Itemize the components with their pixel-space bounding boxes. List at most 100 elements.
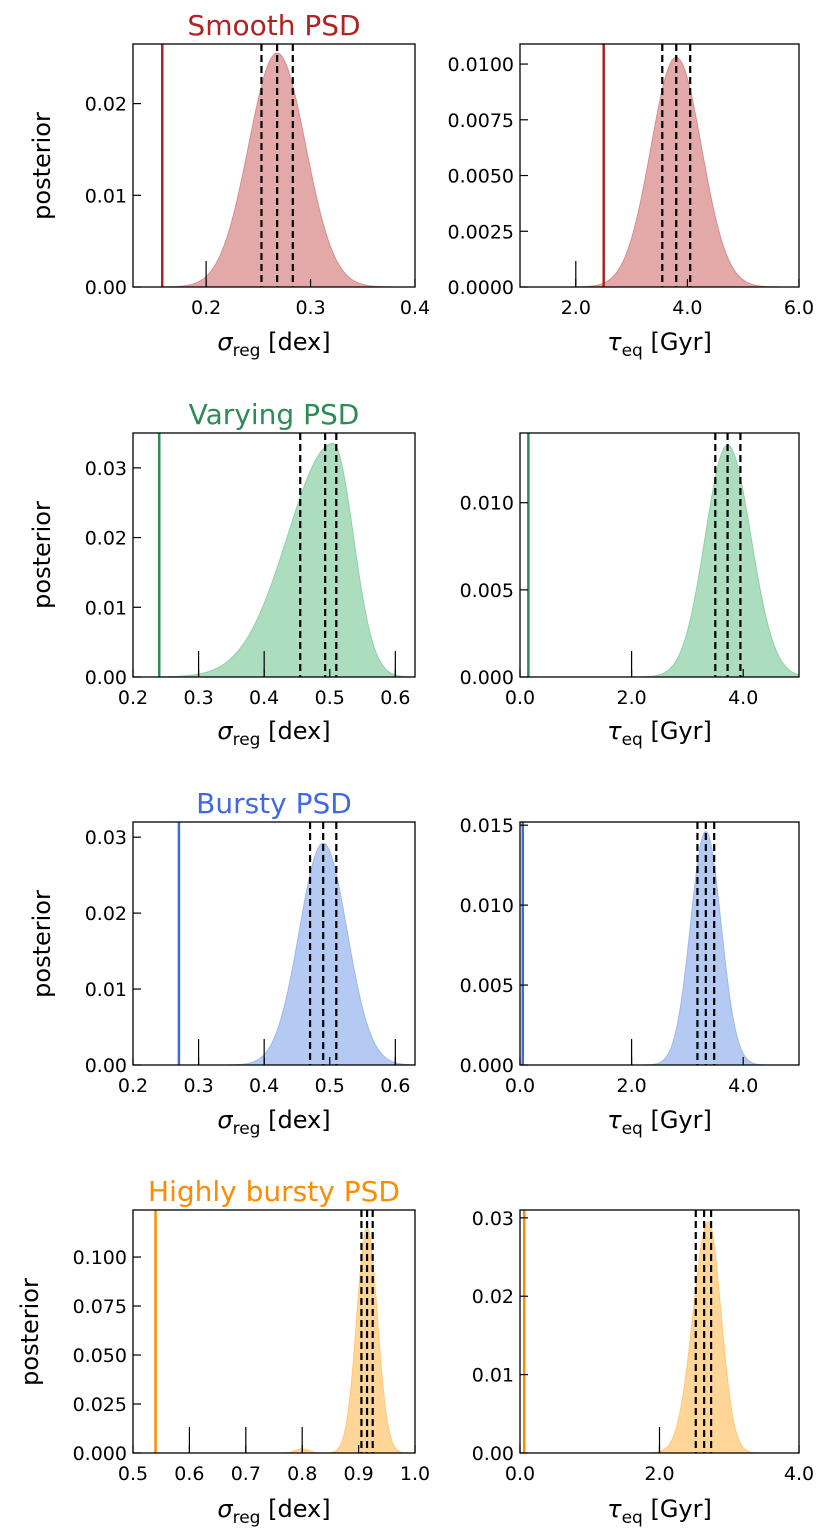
posterior-area [520, 831, 799, 1066]
x-tick-label: 0.5 [315, 687, 345, 709]
axis-unit: [dex] [260, 717, 330, 745]
axes-frame [519, 43, 800, 288]
axis-symbol: σ [217, 1495, 233, 1523]
axes-frame [132, 1209, 416, 1454]
axes-frame [519, 821, 800, 1066]
axes-frame [132, 432, 416, 678]
panel-varying-sigma: 0.2 0.3 0.4 0.5 0.6 0.00 0.01 0.02 0.03 σreg [dex… [28, 398, 416, 750]
axis-symbol: τ [607, 1106, 622, 1134]
axis-subscript: reg [233, 341, 261, 361]
posterior-area [520, 1221, 799, 1454]
panel-smooth-sigma: 0.2 0.3 0.4 0.00 0.01 0.02 σreg [dex] Smooth PS… [28, 9, 430, 361]
axis-unit: [Gyr] [643, 1106, 712, 1134]
axis-unit: [Gyr] [643, 717, 712, 745]
axis-unit: [dex] [260, 328, 330, 356]
y-tick-label: 0.00 [85, 1055, 127, 1077]
x-tick-label: 0.2 [191, 297, 221, 319]
x-tick-label: 4.0 [728, 1075, 758, 1097]
panel-title: Varying PSD [189, 398, 360, 431]
x-tick-label: 0.7 [231, 1463, 261, 1485]
x-tick-label: 6.0 [784, 297, 814, 319]
x-tick-label: 0.3 [183, 687, 213, 709]
panel-varying-tau: 0.0 2.0 4.0 0.000 0.005 0.010 τeq [Gyr] [460, 432, 800, 750]
x-axis-label: σreg [dex] [217, 1495, 330, 1528]
y-tick-label: 0.0050 [448, 166, 514, 188]
y-tick-label: 0.100 [73, 1247, 127, 1269]
axis-unit: [Gyr] [643, 328, 712, 356]
x-axis-label: σreg [dex] [217, 1106, 330, 1139]
x-tick-label: 0.9 [343, 1463, 373, 1485]
x-axis-label: τeq [Gyr] [607, 1495, 712, 1528]
x-tick-label: 4.0 [784, 1463, 814, 1485]
y-tick-label: 0.0025 [448, 221, 514, 243]
x-tick-label: 0.6 [380, 687, 410, 709]
axes-frame [132, 43, 416, 288]
axis-symbol: σ [217, 328, 233, 356]
x-tick-label: 0.6 [174, 1463, 204, 1485]
y-tick-label: 0.025 [73, 1394, 127, 1416]
x-axis-label: σreg [dex] [217, 328, 330, 361]
y-tick-label: 0.00 [472, 1443, 514, 1465]
panel-title: Highly bursty PSD [148, 1175, 400, 1208]
posterior-area [132, 442, 416, 678]
y-tick-label: 0.000 [73, 1443, 127, 1465]
x-tick-label: 0.0 [505, 687, 535, 709]
x-tick-label: 2.0 [616, 1075, 646, 1097]
y-tick-label: 0.01 [85, 185, 127, 207]
panel-title: Bursty PSD [196, 787, 352, 820]
x-axis-label: σreg [dex] [217, 717, 330, 750]
panel-bursty-tau: 0.0 2.0 4.0 0.000 0.005 0.010 0.015 τeq [Gyr] [460, 815, 800, 1139]
x-tick-label: 4.0 [672, 297, 702, 319]
y-tick-label: 0.010 [460, 493, 514, 515]
x-tick-label: 0.2 [118, 687, 148, 709]
axis-unit: [Gyr] [643, 1495, 712, 1523]
y-tick-label: 0.0100 [448, 54, 514, 76]
x-tick-label: 2.0 [616, 687, 646, 709]
axis-symbol: τ [607, 1495, 622, 1523]
axes-frame [519, 432, 800, 678]
x-tick-label: 2.0 [561, 297, 591, 319]
axis-symbol: σ [217, 1106, 233, 1134]
y-axis-label: posterior [28, 501, 56, 609]
y-tick-label: 0.03 [85, 827, 127, 849]
y-tick-label: 0.0000 [448, 277, 514, 299]
panel-title: Smooth PSD [187, 9, 360, 42]
y-tick-label: 0.02 [85, 903, 127, 925]
y-axis-label: posterior [16, 1278, 44, 1386]
x-tick-label: 0.4 [400, 297, 430, 319]
y-tick-label: 0.050 [73, 1345, 127, 1367]
axis-unit: [dex] [260, 1495, 330, 1523]
y-tick-label: 0.0075 [448, 110, 514, 132]
x-axis-label: τeq [Gyr] [607, 1106, 712, 1139]
x-tick-label: 0.5 [118, 1463, 148, 1485]
axes-frame [132, 821, 416, 1066]
x-tick-label: 0.4 [249, 687, 279, 709]
posterior-area [520, 444, 800, 678]
panel-smooth-tau: 2.0 4.0 6.0 0.0000 0.0025 0.0050 0.0075 0.0100 τ… [448, 43, 814, 361]
posterior-area [133, 842, 416, 1066]
y-tick-label: 0.02 [85, 94, 127, 116]
y-tick-label: 0.00 [85, 277, 127, 299]
axis-subscript: eq [622, 730, 643, 750]
y-tick-label: 0.005 [460, 975, 514, 997]
x-tick-label: 0.0 [505, 1463, 535, 1485]
axis-subscript: eq [622, 1119, 643, 1139]
axis-subscript: eq [622, 1508, 643, 1528]
x-axis-label: τeq [Gyr] [607, 717, 712, 750]
axis-subscript: reg [233, 1119, 261, 1139]
y-tick-label: 0.000 [460, 1055, 514, 1077]
y-tick-label: 0.005 [460, 580, 514, 602]
y-tick-label: 0.015 [460, 815, 514, 837]
axis-subscript: reg [233, 1508, 261, 1528]
axis-unit: [dex] [260, 1106, 330, 1134]
y-tick-label: 0.01 [472, 1365, 514, 1387]
x-tick-label: 2.0 [644, 1463, 674, 1485]
x-tick-label: 0.8 [287, 1463, 317, 1485]
panel-highly-tau: 0.0 2.0 4.0 0.00 0.01 0.02 0.03 τeq [Gyr] [472, 1208, 814, 1528]
posterior-area [133, 52, 415, 288]
y-axis-label: posterior [28, 890, 56, 998]
x-tick-label: 0.5 [315, 1075, 345, 1097]
y-tick-label: 0.000 [460, 667, 514, 689]
posterior-area [520, 56, 799, 288]
axes-frame [519, 1209, 800, 1454]
